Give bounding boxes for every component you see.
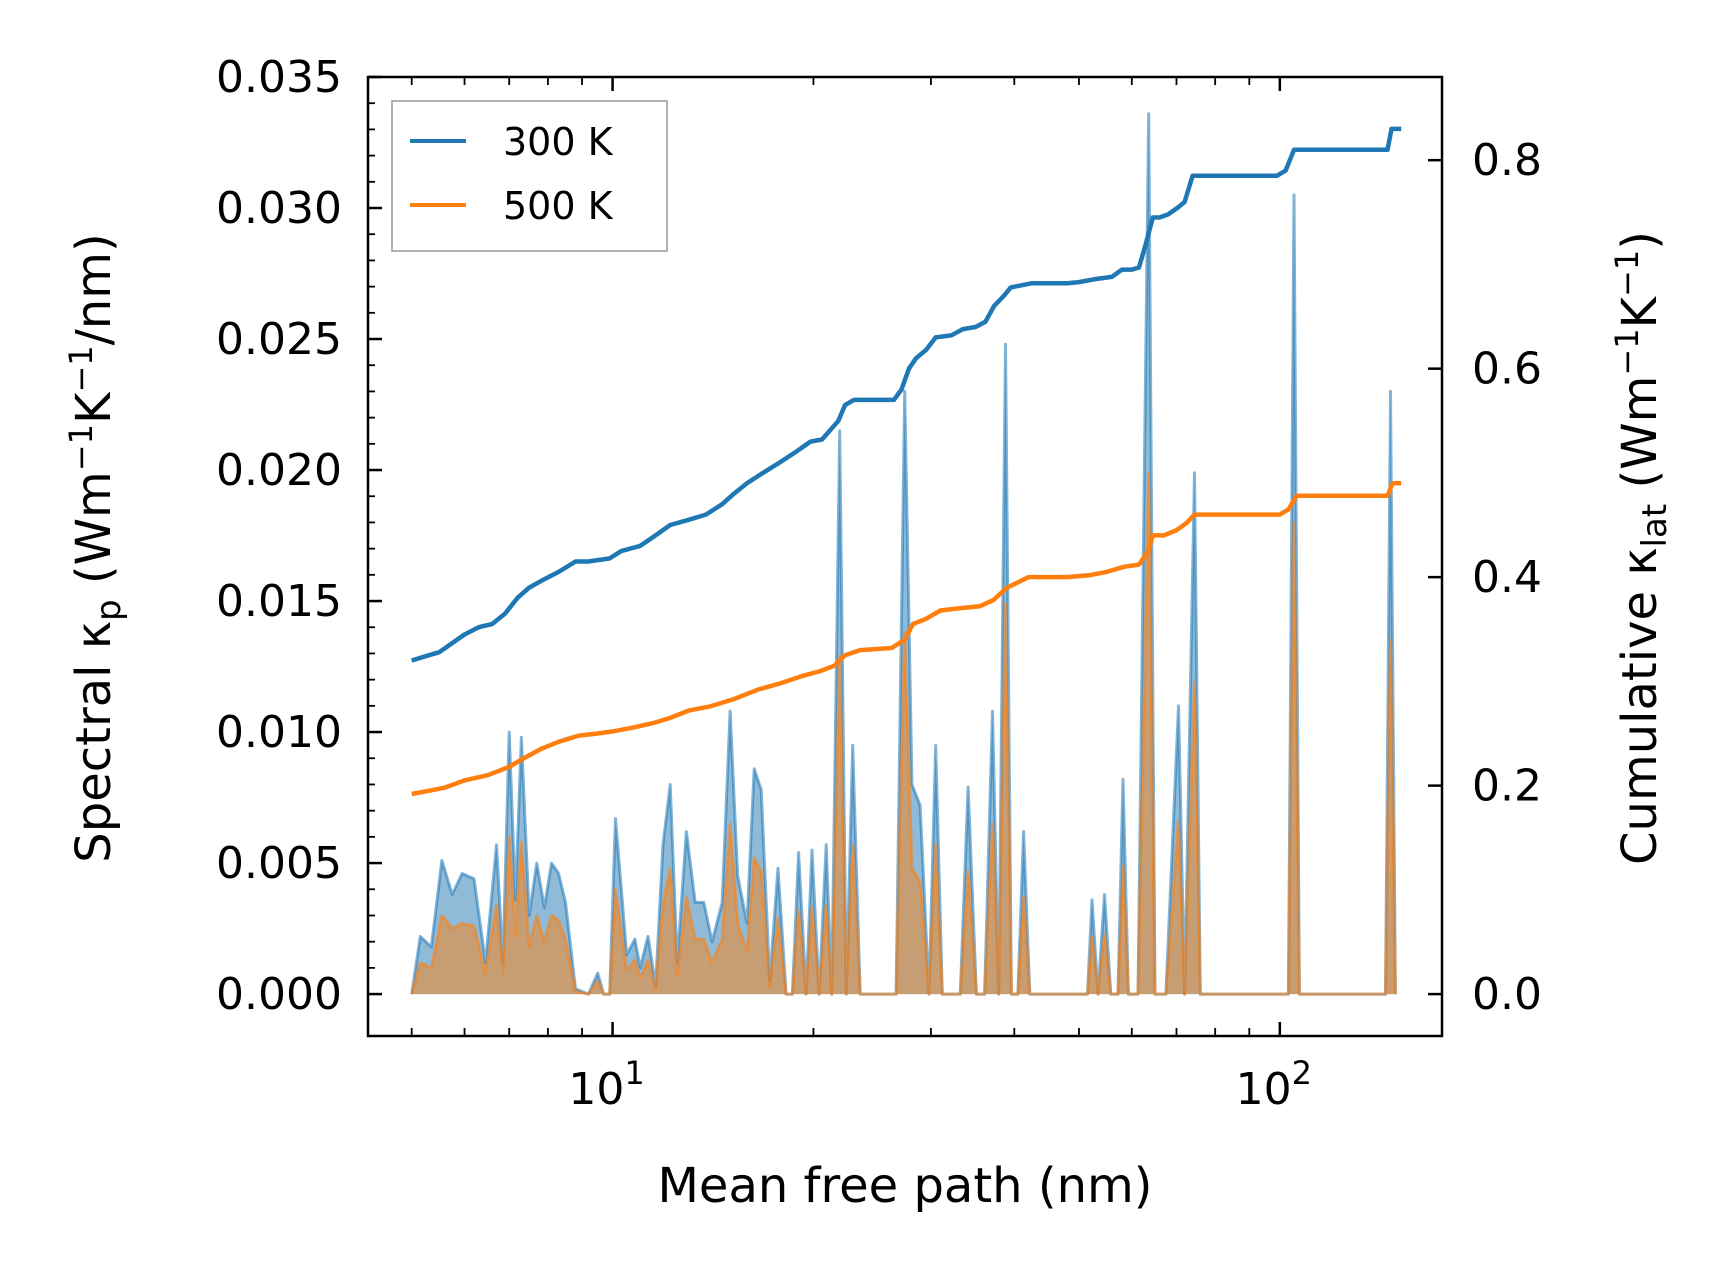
x-tick-base: 10 [1236,1064,1292,1115]
y-left-tick-label: 0.035 [216,52,342,103]
labels-layer: 0.0000.0050.0100.0150.0200.0250.0300.035… [216,52,1542,1115]
y-right-tick-label: 0.4 [1472,552,1542,603]
y-right-mid: K [1612,295,1668,328]
y-right-tick-label: 0.8 [1472,135,1542,186]
x-tick-label: 102 [1236,1054,1312,1115]
x-tick-label: 101 [568,1054,644,1115]
y-left-exp2: −1 [62,345,100,392]
y-right-tick-label: 0.2 [1472,761,1542,812]
x-tick-exp: 2 [1292,1054,1312,1092]
y-left-unit-post: /nm) [66,233,122,345]
y-left-tick-label: 0.000 [216,969,342,1020]
y-axis-title-right: Cumulative κlat (Wm−1K−1) [1608,231,1675,865]
y-right-tick-label: 0.0 [1472,969,1542,1020]
y-left-tick-label: 0.005 [216,838,342,889]
y-right-exp1: −1 [1608,328,1646,375]
y-left-tick-label: 0.020 [216,445,342,496]
spectral-line-500k [410,471,1397,996]
legend-frame [391,100,668,252]
y-right-exp2: −1 [1608,250,1646,297]
y-axis-title-left: Spectral κp (Wm−1K−1/nm) [62,233,129,862]
y-right-unit-pre: (Wm [1612,376,1668,504]
y-right-main: Cumulative κ [1612,547,1668,865]
cumulative-line-500k [411,481,1402,797]
x-tick-base: 10 [568,1064,624,1115]
y-left-sub: p [89,599,129,621]
cumulative-layer [411,126,1402,797]
y-left-unit-pre: (Wm [66,471,122,599]
y-right-sub: lat [1635,504,1675,548]
y-left-tick-label: 0.015 [216,576,342,627]
cumulative-line-300k [411,126,1402,663]
y-left-mid: K [66,391,122,424]
y-right-tick-label: 0.6 [1472,344,1542,395]
ticks-layer [368,75,1442,1036]
legend-label-300k: 300 K [503,120,614,164]
plot-frame [366,75,1444,1038]
y-left-exp1: −1 [62,424,100,471]
y-left-tick-label: 0.025 [216,314,342,365]
x-axis-title: Mean free path (nm) [658,1158,1153,1214]
y-left-tick-label: 0.030 [216,183,342,234]
legend-label-500k: 500 K [503,184,614,228]
y-left-main: Spectral κ [66,621,122,863]
x-tick-exp: 1 [624,1054,644,1092]
y-right-unit-post: ) [1612,231,1668,250]
legend: 300 K 500 K [391,100,668,252]
spectral-layer [410,112,1397,996]
y-left-tick-label: 0.010 [216,707,342,758]
